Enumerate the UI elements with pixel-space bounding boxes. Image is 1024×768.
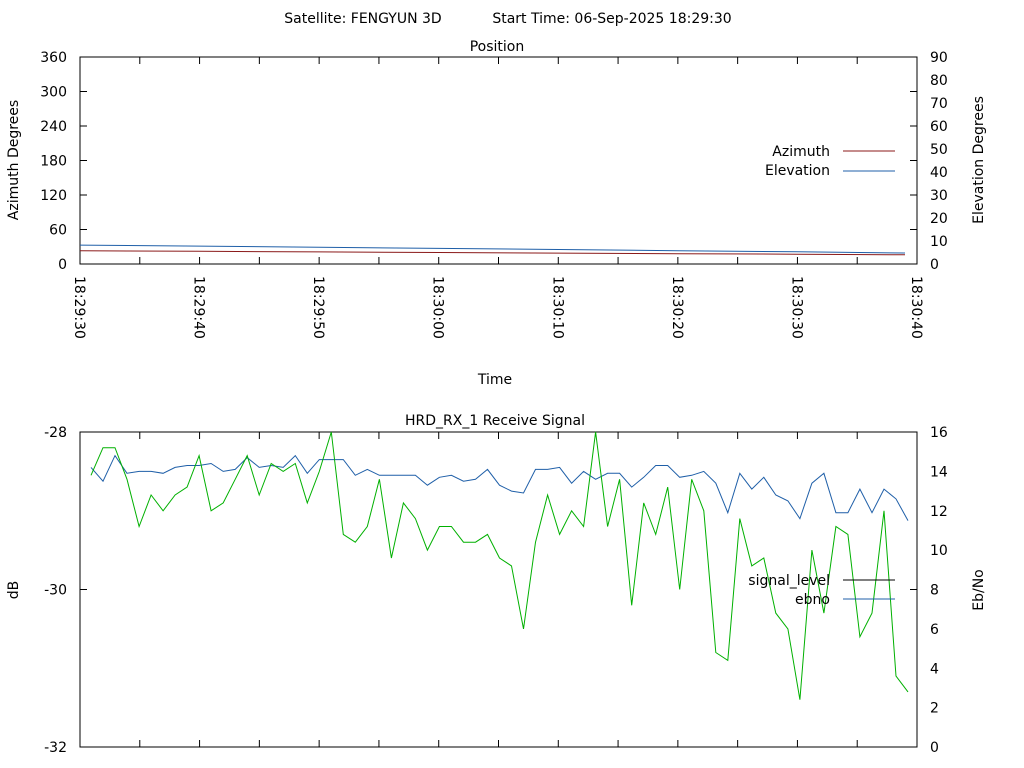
signal-ytick-label: -28 — [44, 425, 67, 441]
signal-y2tick-label: 8 — [930, 583, 939, 599]
position-chart: Position 0 60 120 180 240 300 360 0 10 20 30 40 50 60… — [6, 39, 987, 388]
position-xtick-label: 18:29:50 — [310, 276, 326, 339]
position-y2tick-label: 30 — [930, 188, 948, 204]
position-ytick-label: 120 — [40, 188, 67, 204]
signal-title: HRD_RX_1 Receive Signal — [405, 413, 585, 429]
legend-elevation-label: Elevation — [765, 163, 830, 179]
signal-lines — [90, 431, 909, 700]
signal-ytick-label: -30 — [44, 583, 67, 599]
signal-y2tick-label: 2 — [930, 701, 939, 717]
position-y2tick-label: 90 — [930, 50, 948, 66]
position-ytick-label: 60 — [49, 223, 67, 239]
signal-chart: HRD_RX_1 Receive Signal -32 -30 -28 0 2 4 6 8 10… — [6, 413, 987, 756]
start-time-label: Start Time: 06-Sep-2025 18:29:30 — [492, 11, 731, 27]
position-xtick-label: 18:29:30 — [71, 276, 87, 339]
legend-signal-level-label: signal_level — [748, 573, 830, 589]
position-ytick-label: 300 — [40, 85, 67, 101]
position-y2tick-label: 40 — [930, 165, 948, 181]
position-y2tick-label: 80 — [930, 73, 948, 89]
position-ytick-label: 180 — [40, 154, 67, 170]
signal-ytick-label: -32 — [44, 740, 67, 756]
azimuth-line — [79, 250, 906, 256]
position-y2tick-label: 70 — [930, 96, 948, 112]
position-ytick-label: 240 — [40, 119, 67, 135]
signal-y2tick-label: 4 — [930, 661, 939, 677]
legend-ebno-label: ebno — [795, 592, 830, 608]
signal-y2tick-label: 16 — [930, 425, 948, 441]
position-y2tick-label: 0 — [930, 257, 939, 273]
satellite-label: Satellite: FENGYUN 3D — [284, 11, 441, 27]
signal-y2tick-label: 14 — [930, 464, 948, 480]
position-xtick-label: 18:30:30 — [788, 276, 804, 339]
signal-y2tick-label: 12 — [930, 504, 948, 520]
elevation-line — [79, 244, 906, 254]
position-title: Position — [470, 39, 525, 55]
position-y2tick-label: 10 — [930, 234, 948, 250]
position-ylabel: Azimuth Degrees — [6, 100, 22, 220]
position-xtick-label: 18:30:20 — [669, 276, 685, 339]
position-lines — [79, 244, 906, 256]
signal-y2tick-label: 6 — [930, 622, 939, 638]
position-plot-frame — [79, 56, 918, 265]
position-xtick-label: 18:30:10 — [549, 276, 565, 339]
position-ytick-label: 360 — [40, 50, 67, 66]
position-ytick-label: 0 — [58, 257, 67, 273]
position-y2tick-label: 20 — [930, 211, 948, 227]
position-xtick-label: 18:30:40 — [908, 276, 924, 339]
signal-y2label: Eb/No — [971, 569, 987, 611]
position-y2label: Elevation Degrees — [971, 96, 987, 224]
signal-ylabel: dB — [6, 581, 22, 600]
position-y2tick-label: 50 — [930, 142, 948, 158]
position-xtick-label: 18:30:00 — [430, 276, 446, 339]
position-xlabel: Time — [477, 372, 512, 388]
ebno-line — [90, 454, 909, 521]
legend-azimuth-label: Azimuth — [772, 144, 830, 160]
signal-plot-frame — [79, 431, 918, 748]
signal-ticks: -32 -30 -28 0 2 4 6 8 10 12 14 16 — [44, 425, 948, 756]
position-y2tick-label: 60 — [930, 119, 948, 135]
position-ticks: 0 60 120 180 240 300 360 0 10 20 30 40 50 60 70 80 90 18:… — [40, 50, 948, 339]
position-xtick-label: 18:29:40 — [191, 276, 207, 339]
signal-trace-line — [90, 431, 909, 700]
signal-y2tick-label: 0 — [930, 740, 939, 756]
signal-y2tick-label: 10 — [930, 543, 948, 559]
